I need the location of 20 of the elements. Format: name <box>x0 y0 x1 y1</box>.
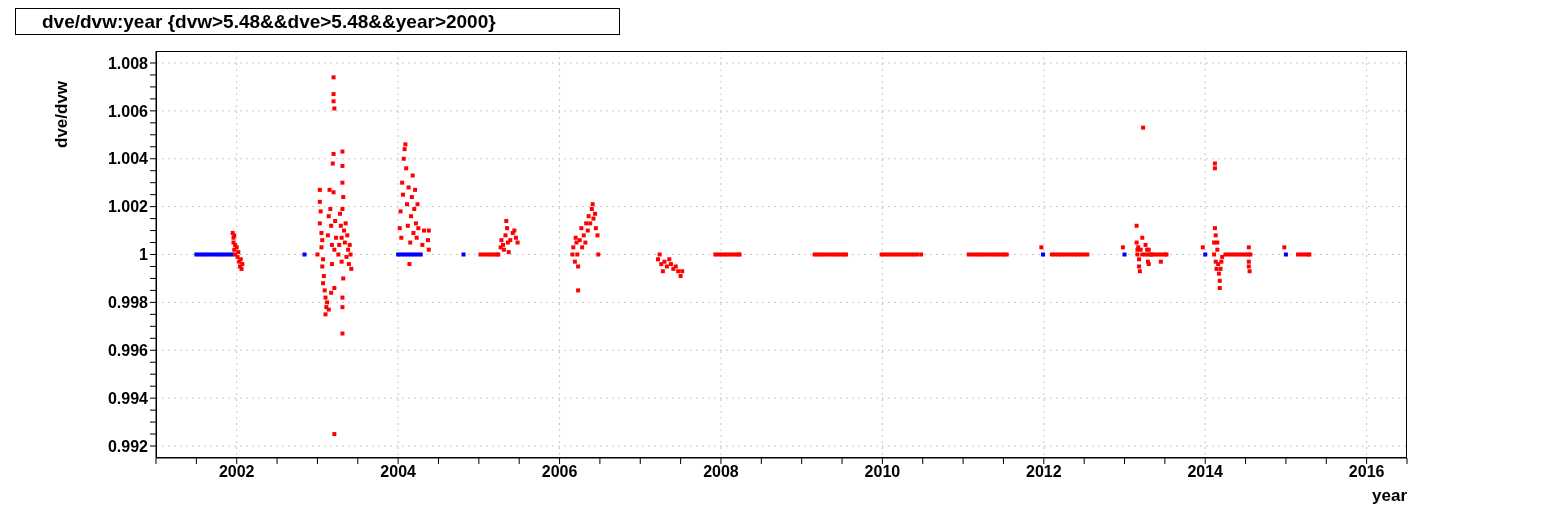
x-axis-title: year <box>1372 486 1407 506</box>
x-tick-label: 2004 <box>380 463 417 481</box>
x-tick-label: 2008 <box>703 463 739 481</box>
x-tick-label: 2016 <box>1348 463 1385 481</box>
x-tick-label: 2014 <box>1187 463 1224 481</box>
y-tick-label: 0.992 <box>107 437 149 455</box>
y-tick-label: 0.996 <box>107 341 149 359</box>
y-tick-label: 1.004 <box>107 150 149 168</box>
x-tick-label: 2006 <box>541 463 578 481</box>
y-tick-label: 1.002 <box>107 198 149 216</box>
chart-title: dve/dvw:year {dvw>5.48&&dve>5.48&&year>2000} <box>15 8 620 35</box>
y-tick-label: 1.006 <box>107 102 149 120</box>
x-tick-label: 2002 <box>218 463 255 481</box>
y-tick-label: 1.008 <box>107 54 149 72</box>
y-tick-label: 1 <box>139 246 149 264</box>
x-tick-label: 2010 <box>864 463 901 481</box>
x-tick-label: 2012 <box>1026 463 1062 481</box>
y-axis-title: dve/dvw <box>52 80 72 148</box>
y-tick-label: 0.994 <box>107 389 149 407</box>
y-tick-label: 0.998 <box>107 294 149 312</box>
